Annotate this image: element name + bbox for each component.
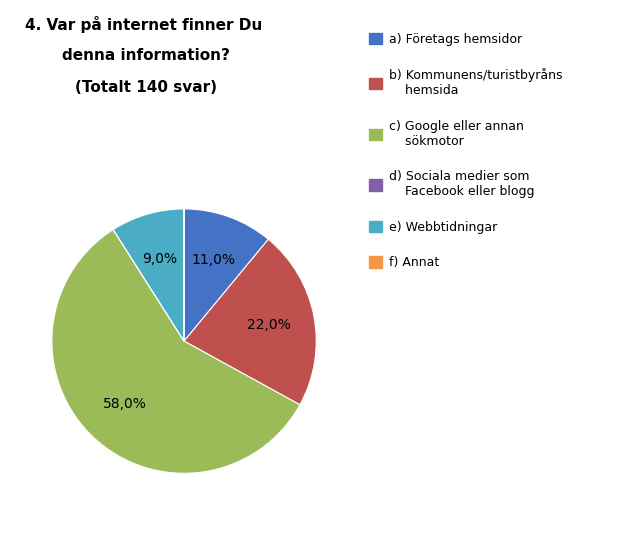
- Text: 58,0%: 58,0%: [104, 397, 147, 411]
- Text: 22,0%: 22,0%: [246, 318, 290, 332]
- Legend: a) Företags hemsidor, b) Kommunens/turistbyråns
    hemsida, c) Google eller ann: a) Företags hemsidor, b) Kommunens/turis…: [369, 33, 563, 269]
- Wedge shape: [113, 209, 184, 341]
- Wedge shape: [52, 230, 300, 473]
- Wedge shape: [184, 209, 268, 341]
- Text: denna information?: denna information?: [62, 48, 230, 63]
- Wedge shape: [184, 239, 316, 405]
- Text: 4. Var på internet finner Du: 4. Var på internet finner Du: [25, 16, 262, 33]
- Text: 11,0%: 11,0%: [191, 253, 235, 267]
- Text: 9,0%: 9,0%: [142, 252, 178, 265]
- Wedge shape: [113, 230, 184, 341]
- Text: (Totalt 140 svar): (Totalt 140 svar): [75, 80, 217, 95]
